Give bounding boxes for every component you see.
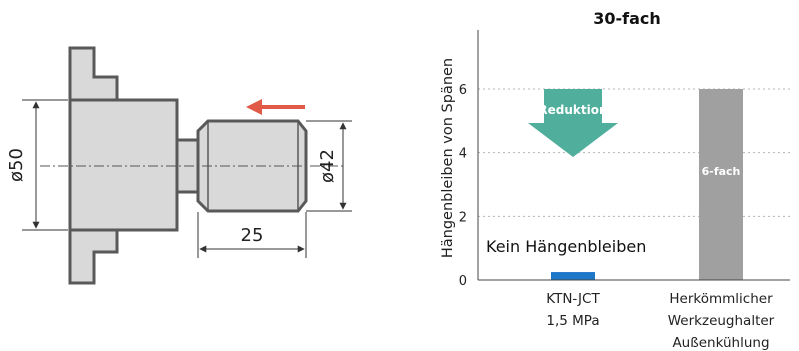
bar-data-label: 6-fach [702, 165, 741, 178]
y-tick-label: 0 [459, 274, 467, 289]
dimension-small-diameter-label: ø42 [317, 149, 338, 183]
y-axis-label: Hängenbleiben von Spänen [440, 58, 456, 258]
no-sticking-label: Kein Hängenbleiben [486, 237, 646, 256]
y-tick-label: 4 [459, 147, 467, 162]
bar [699, 89, 743, 280]
dimension-large-diameter-label: ø50 [6, 148, 27, 182]
x-tick-label: Herkömmlicher [669, 291, 773, 307]
bars: 6-fach [551, 89, 743, 280]
bar [551, 272, 595, 280]
reduction-arrow [528, 89, 618, 157]
gridlines [478, 88, 790, 217]
flange-upper [68, 46, 119, 102]
technical-drawing: ø50 ø42 25 [6, 46, 352, 285]
chart-title: 30-fach [593, 9, 661, 28]
feed-arrow-head [246, 99, 262, 115]
main-body [68, 98, 179, 232]
reduction-label: Reduktion [538, 103, 607, 117]
x-tick-labels: KTN-JCT 1,5 MPa Herkömmlicher Werkzeughalte… [546, 291, 774, 351]
dimension-length: 25 [197, 212, 307, 258]
dimension-length-label: 25 [241, 225, 264, 246]
y-tick-label: 6 [459, 83, 467, 98]
x-tick-label: KTN-JCT [546, 291, 600, 307]
y-ticks: 0 2 4 6 [459, 83, 467, 289]
y-tick-label: 2 [459, 210, 467, 225]
x-tick-label: 1,5 MPa [546, 313, 599, 329]
dimension-small-diameter: ø42 [306, 120, 352, 212]
bar-chart: 30-fach Hängenbleiben von Spänen 0 2 4 6 6-… [440, 9, 790, 351]
dimension-large-diameter: ø50 [6, 99, 68, 231]
flange-lower [68, 228, 119, 285]
x-tick-label: Außenkühlung [672, 335, 769, 351]
x-tick-label: Werkzeughalter [668, 313, 775, 329]
